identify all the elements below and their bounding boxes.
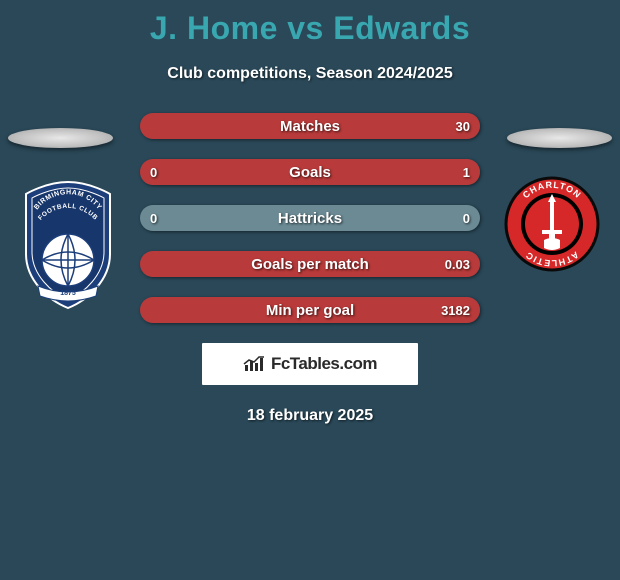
stat-label: Goals per match (251, 256, 369, 273)
stat-left-value: 0 (150, 211, 157, 226)
chart-icon (243, 355, 265, 373)
stat-row: Goals per match 0.03 (140, 251, 480, 277)
footer-date: 18 february 2025 (0, 407, 620, 425)
page-title: J. Home vs Edwards (0, 0, 620, 47)
stat-label: Goals (289, 164, 331, 181)
footer-brand-badge: FcTables.com (202, 343, 418, 385)
stat-right-value: 0 (463, 211, 470, 226)
stat-left-value: 0 (150, 165, 157, 180)
stat-row: 0 Goals 1 (140, 159, 480, 185)
page-subtitle: Club competitions, Season 2024/2025 (0, 65, 620, 83)
stat-right-value: 3182 (441, 303, 470, 318)
stat-label: Matches (280, 118, 340, 135)
stat-label: Min per goal (266, 302, 354, 319)
stat-right-value: 1 (463, 165, 470, 180)
stat-right-value: 30 (456, 119, 470, 134)
stat-label: Hattricks (278, 210, 342, 227)
stat-row: 0 Hattricks 0 (140, 205, 480, 231)
stats-container: Matches 30 0 Goals 1 0 Hattricks 0 Goals per mat… (0, 113, 620, 425)
stat-row: Min per goal 3182 (140, 297, 480, 323)
stat-right-value: 0.03 (445, 257, 470, 272)
footer-brand-text: FcTables.com (271, 354, 377, 374)
stat-row: Matches 30 (140, 113, 480, 139)
